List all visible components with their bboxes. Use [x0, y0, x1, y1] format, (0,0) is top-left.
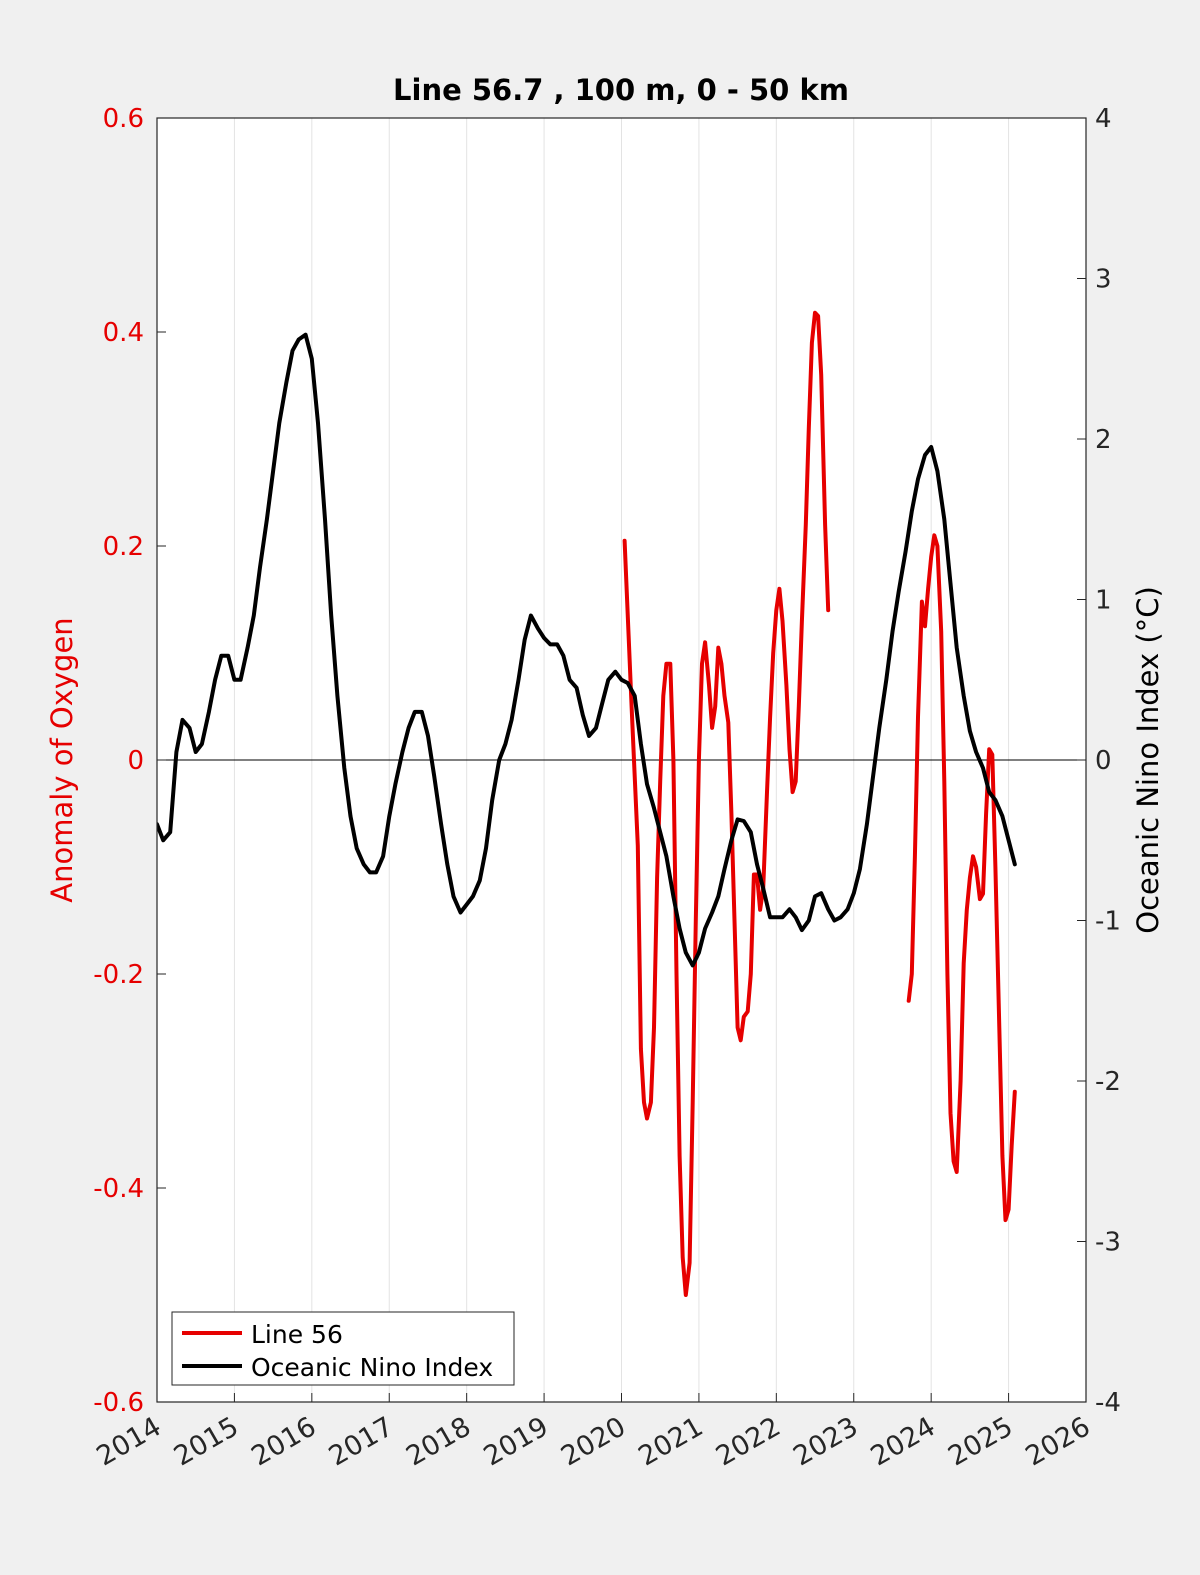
y-right-tick-label: 2 [1095, 425, 1112, 455]
y-right-tick-label: -1 [1095, 907, 1121, 937]
y-right-tick-label: 3 [1095, 265, 1112, 295]
y-right-tick-label: 1 [1095, 586, 1112, 616]
y-left-tick-label: 0.4 [103, 318, 144, 348]
y-left-tick-label: -0.6 [93, 1388, 144, 1418]
legend-label-line56: Line 56 [251, 1320, 343, 1349]
series-oni-segment-0 [157, 332, 1017, 968]
y-left-tick-label: -0.2 [93, 960, 144, 990]
legend: Line 56 Oceanic Nino Index [171, 1311, 515, 1386]
left-axis-label: Anomaly of Oxygen [45, 617, 79, 902]
right-y-axis: 4 3 2 1 0 -1 -2 -3 -4 [1077, 104, 1121, 1418]
y-left-tick-label: 0.2 [103, 532, 144, 562]
y-right-tick-label: 4 [1095, 104, 1112, 134]
legend-box [171, 1311, 515, 1386]
right-axis-label: Oceanic Nino Index (°C) [1131, 586, 1165, 934]
y-left-tick-label: 0.6 [103, 104, 144, 134]
series-layer [157, 310, 1017, 1297]
y-right-tick-label: -3 [1095, 1228, 1121, 1258]
y-right-tick-label: -2 [1095, 1067, 1121, 1097]
y-right-tick-label: -4 [1095, 1388, 1121, 1418]
series-line56-segment-0 [622, 310, 831, 1297]
left-y-axis: 0.6 0.4 0.2 0 -0.2 -0.4 -0.6 [93, 104, 166, 1418]
y-left-tick-label: 0 [127, 746, 144, 776]
series-line56-segment-1 [906, 533, 1017, 1223]
legend-label-oni: Oceanic Nino Index [251, 1353, 493, 1382]
y-left-tick-label: -0.4 [93, 1174, 144, 1204]
y-right-tick-label: 0 [1095, 746, 1112, 776]
chart-title: Line 56.7 , 100 m, 0 - 50 km [393, 73, 849, 107]
